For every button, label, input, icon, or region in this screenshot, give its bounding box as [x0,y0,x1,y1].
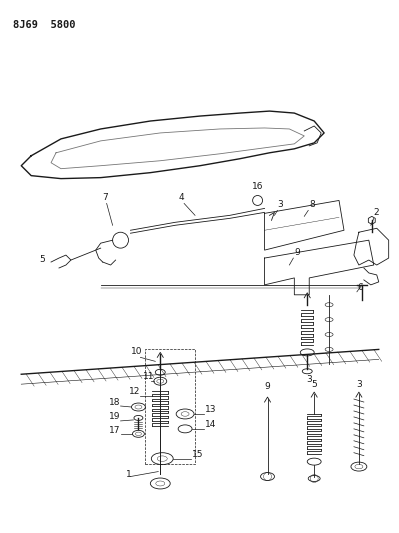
Text: 19: 19 [109,412,120,421]
Text: 18: 18 [109,398,120,407]
Text: 3: 3 [277,200,283,209]
Text: 5: 5 [39,255,45,264]
Text: 14: 14 [205,420,216,429]
Text: 15: 15 [192,450,203,459]
Text: 9: 9 [294,248,300,257]
Text: 4: 4 [178,193,184,203]
Text: 16: 16 [252,182,263,190]
Text: 12: 12 [128,387,140,396]
Text: 6: 6 [357,283,363,292]
Text: 8: 8 [309,200,315,209]
Text: 5: 5 [311,380,317,389]
Text: 9: 9 [265,382,271,391]
Text: 7: 7 [103,193,109,203]
Text: 8J69  5800: 8J69 5800 [13,20,76,30]
Text: 17: 17 [109,426,120,435]
Bar [145,350,195,464]
Text: 1: 1 [126,470,131,479]
Text: 11: 11 [143,372,155,381]
Text: 10: 10 [130,348,142,357]
Text: 3: 3 [356,380,362,389]
Text: 3: 3 [306,375,312,384]
Text: 13: 13 [205,405,217,414]
Text: 2: 2 [374,208,379,217]
